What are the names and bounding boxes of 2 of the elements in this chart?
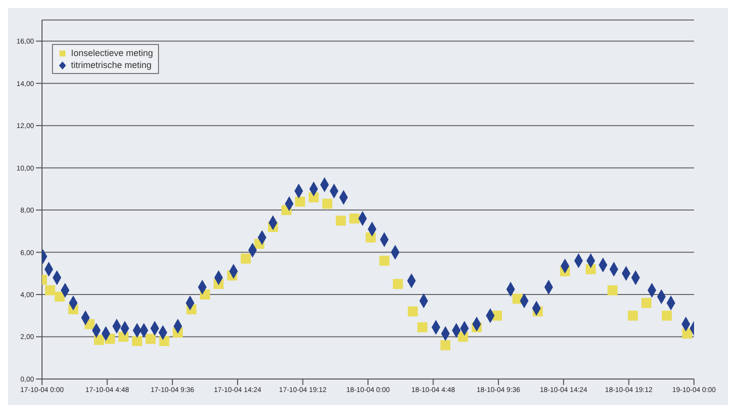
- legend-label: Ionselectieve meting: [70, 47, 154, 60]
- legend-label: titrimetrische meting: [70, 59, 153, 72]
